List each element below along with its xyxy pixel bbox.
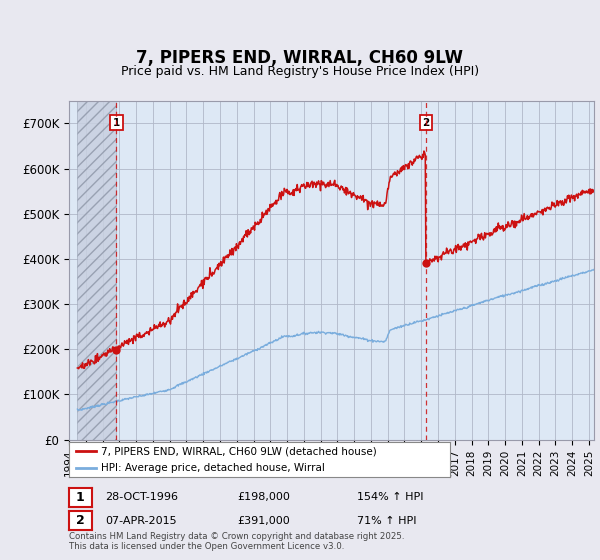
Text: 154% ↑ HPI: 154% ↑ HPI [357, 492, 424, 502]
Text: 7, PIPERS END, WIRRAL, CH60 9LW: 7, PIPERS END, WIRRAL, CH60 9LW [137, 49, 464, 67]
Text: 2: 2 [422, 118, 430, 128]
Text: Price paid vs. HM Land Registry's House Price Index (HPI): Price paid vs. HM Land Registry's House … [121, 65, 479, 78]
Text: 2: 2 [76, 514, 85, 528]
Text: HPI: Average price, detached house, Wirral: HPI: Average price, detached house, Wirr… [101, 463, 325, 473]
Text: 28-OCT-1996: 28-OCT-1996 [105, 492, 178, 502]
Text: £391,000: £391,000 [237, 516, 290, 526]
Text: 7, PIPERS END, WIRRAL, CH60 9LW (detached house): 7, PIPERS END, WIRRAL, CH60 9LW (detache… [101, 446, 377, 456]
Text: 71% ↑ HPI: 71% ↑ HPI [357, 516, 416, 526]
Text: Contains HM Land Registry data © Crown copyright and database right 2025.
This d: Contains HM Land Registry data © Crown c… [69, 531, 404, 551]
Bar [77, 101, 116, 440]
Text: £198,000: £198,000 [237, 492, 290, 502]
Text: 07-APR-2015: 07-APR-2015 [105, 516, 176, 526]
Text: 1: 1 [113, 118, 120, 128]
Text: 1: 1 [76, 491, 85, 504]
